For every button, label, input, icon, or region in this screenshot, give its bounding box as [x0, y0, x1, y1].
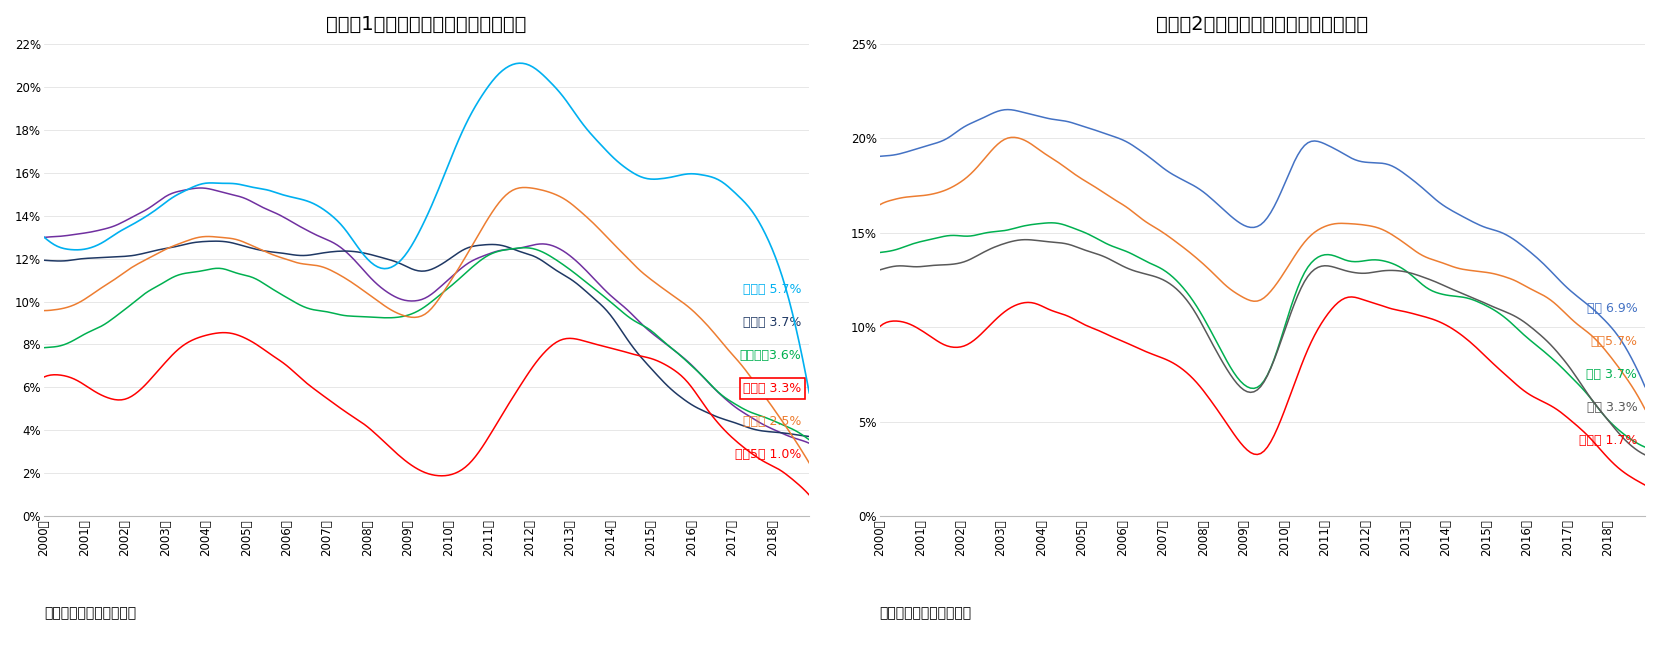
Text: 名古屋市3.6%: 名古屋市3.6% — [740, 349, 802, 362]
Text: 全体 3.3%: 全体 3.3% — [1587, 401, 1637, 414]
Text: 大阪市 3.3%: 大阪市 3.3% — [744, 382, 802, 395]
Text: 福岡市 2.5%: 福岡市 2.5% — [744, 415, 802, 428]
Title: 図表－1　主要都市のオフィス空室率: 図表－1 主要都市のオフィス空室率 — [327, 15, 526, 34]
Text: （出所）三幸エステート: （出所）三幸エステート — [43, 606, 136, 620]
Text: 中型5.7%: 中型5.7% — [1590, 335, 1637, 348]
Text: 小型 6.9%: 小型 6.9% — [1587, 302, 1637, 315]
Text: 都心5区 1.0%: 都心5区 1.0% — [735, 449, 802, 461]
Text: 札幌市 3.7%: 札幌市 3.7% — [744, 316, 802, 329]
Title: 図表－2　大阪オフィスの規模別空室率: 図表－2 大阪オフィスの規模別空室率 — [1157, 15, 1368, 34]
Text: 仙台市 5.7%: 仙台市 5.7% — [744, 283, 802, 296]
Text: （出所）三幸エステート: （出所）三幸エステート — [880, 606, 971, 620]
Text: 大型 3.7%: 大型 3.7% — [1587, 368, 1637, 381]
Text: 大規模 1.7%: 大規模 1.7% — [1579, 434, 1637, 447]
